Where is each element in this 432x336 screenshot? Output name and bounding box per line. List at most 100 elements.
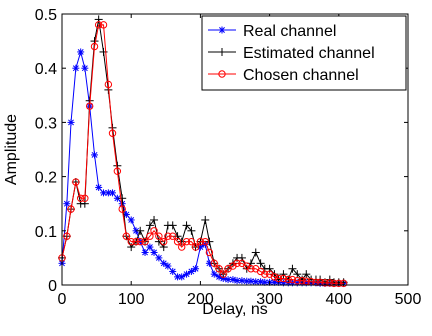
ticks-layer: 0 100 200 300 400 500 0 0.1 0.2 0.3 0.4 0.5: [35, 7, 422, 308]
data-point: [99, 21, 108, 29]
y-axis-label: Amplitude: [3, 114, 20, 185]
data-point: [160, 259, 168, 267]
x-tick-label: 100: [118, 291, 145, 308]
legend-entry: Real channel: [208, 23, 336, 40]
data-point: [187, 226, 196, 235]
data-point: [168, 221, 177, 230]
data-point: [298, 276, 306, 285]
data-point: [210, 259, 218, 268]
data-point: [238, 277, 246, 285]
data-point: [127, 237, 135, 246]
data-point: [164, 262, 172, 270]
data-point: [136, 226, 145, 235]
x-tick-label: 200: [187, 291, 214, 308]
data-point: [201, 237, 209, 246]
data-point: [339, 279, 348, 288]
data-point: [178, 243, 186, 251]
data-point: [233, 277, 241, 285]
data-point: [160, 237, 168, 246]
legend-entry: Estimated channel: [208, 45, 375, 62]
data-point: [81, 64, 89, 72]
data-point: [326, 279, 334, 287]
legend-swatch-marker: [218, 48, 226, 56]
legend: Real channel Estimated channel Chosen chan…: [201, 15, 407, 91]
data-point: [122, 232, 131, 240]
data-point: [274, 274, 283, 283]
legend-label: Estimated channel: [243, 45, 375, 62]
data-point: [187, 237, 196, 246]
data-point: [91, 151, 99, 159]
legend-box: [201, 15, 407, 91]
data-point: [201, 215, 210, 224]
data-point: [146, 243, 154, 251]
data-point: [335, 279, 343, 288]
data-point: [205, 248, 214, 257]
data-point: [85, 102, 94, 110]
data-point: [247, 265, 255, 273]
data-point: [233, 259, 241, 268]
series-layer: [58, 15, 348, 288]
data-point: [150, 248, 158, 256]
data-point: [192, 265, 200, 273]
data-point: [330, 279, 338, 288]
data-point: [141, 248, 149, 256]
data-point: [293, 270, 302, 279]
x-tick-label: 0: [58, 291, 67, 308]
data-point: [169, 232, 177, 240]
x-tick-label: 300: [256, 291, 283, 308]
x-axis-label: Delay, ns: [202, 301, 268, 318]
data-point: [219, 270, 227, 278]
data-point: [118, 194, 127, 203]
data-point: [95, 183, 103, 191]
data-point: [118, 200, 126, 208]
data-point: [155, 232, 163, 240]
data-point: [155, 254, 163, 262]
legend-label: Chosen channel: [243, 67, 359, 84]
legend-swatch-marker: [218, 70, 226, 78]
data-point: [182, 221, 191, 230]
series-line: [61, 24, 344, 284]
data-point: [63, 232, 71, 240]
data-point: [63, 200, 71, 208]
data-point: [288, 264, 297, 273]
data-point: [302, 270, 311, 279]
data-point: [132, 237, 140, 246]
y-tick-label: 0.2: [35, 170, 57, 187]
data-point: [90, 42, 99, 51]
data-point: [104, 80, 113, 89]
data-point: [178, 273, 186, 281]
data-point: [229, 276, 237, 284]
data-point: [183, 270, 191, 278]
data-point: [72, 178, 80, 186]
data-point: [279, 270, 288, 279]
series-circle: [58, 21, 348, 288]
data-point: [270, 273, 279, 281]
data-point: [187, 267, 195, 275]
data-point: [67, 118, 75, 126]
data-point: [136, 237, 144, 246]
data-point: [150, 227, 158, 235]
data-point: [256, 259, 265, 268]
data-point: [76, 194, 85, 202]
x-tick-label: 500: [395, 291, 422, 308]
data-point: [210, 270, 218, 278]
data-point: [113, 167, 122, 175]
legend-label: Real channel: [243, 23, 336, 40]
y-tick-label: 0.1: [35, 224, 57, 241]
data-point: [196, 237, 205, 246]
data-point: [67, 205, 75, 213]
data-point: [261, 270, 269, 278]
data-point: [72, 64, 80, 72]
data-point: [288, 275, 297, 284]
data-point: [108, 129, 117, 137]
data-point: [251, 248, 260, 257]
data-point: [191, 243, 200, 251]
data-point: [279, 274, 288, 283]
data-point: [145, 221, 154, 230]
data-point: [173, 237, 182, 246]
data-point: [169, 267, 177, 275]
data-point: [284, 275, 292, 284]
data-point: [247, 277, 255, 285]
